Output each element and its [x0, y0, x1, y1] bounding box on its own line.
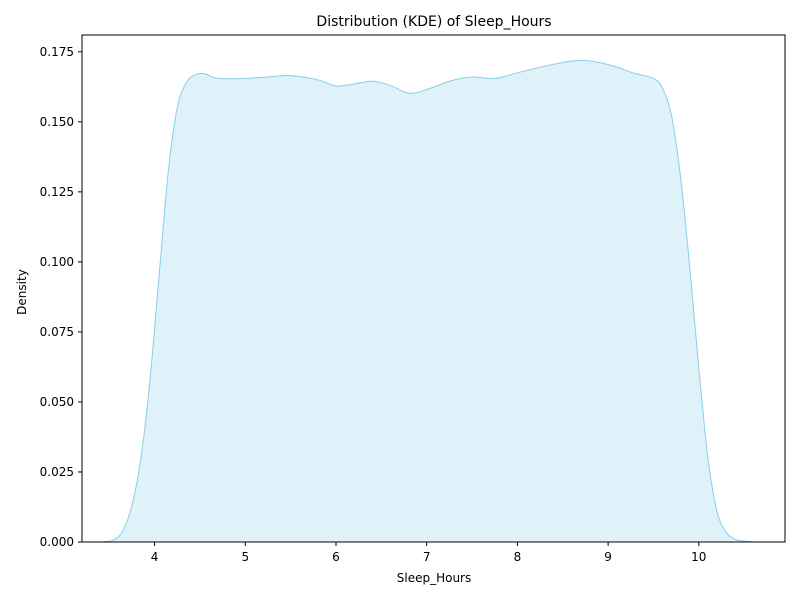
kde-curve-line	[102, 59, 754, 543]
axes-frame	[81, 34, 786, 543]
kde-area-fill	[102, 60, 754, 543]
y-axis-ticks: 0.000 0.025 0.050 0.075 0.100 0.125 0.150 0.175	[40, 45, 82, 549]
y-tick-label: 0.125	[40, 185, 74, 199]
x-tick-label: 10	[691, 550, 706, 564]
x-axis-ticks: 4 5 6 7 8 9 10	[151, 542, 706, 564]
y-tick-label: 0.100	[40, 255, 74, 269]
chart-title: Distribution (KDE) of Sleep_Hours	[316, 14, 551, 30]
x-tick-label: 7	[423, 550, 431, 564]
y-tick-label: 0.050	[40, 395, 74, 409]
y-tick-label: 0.075	[40, 325, 74, 339]
y-tick-label: 0.175	[40, 45, 74, 59]
x-axis-label: Sleep_Hours	[397, 571, 472, 585]
y-tick-label: 0.025	[40, 465, 74, 479]
x-tick-label: 8	[514, 550, 522, 564]
x-tick-label: 4	[151, 550, 159, 564]
x-tick-label: 9	[604, 550, 612, 564]
plot-area	[102, 59, 754, 543]
x-tick-label: 5	[241, 550, 249, 564]
x-tick-label: 6	[332, 550, 340, 564]
y-tick-label: 0.000	[40, 535, 74, 549]
y-axis-label: Density	[15, 269, 29, 315]
y-tick-label: 0.150	[40, 115, 74, 129]
